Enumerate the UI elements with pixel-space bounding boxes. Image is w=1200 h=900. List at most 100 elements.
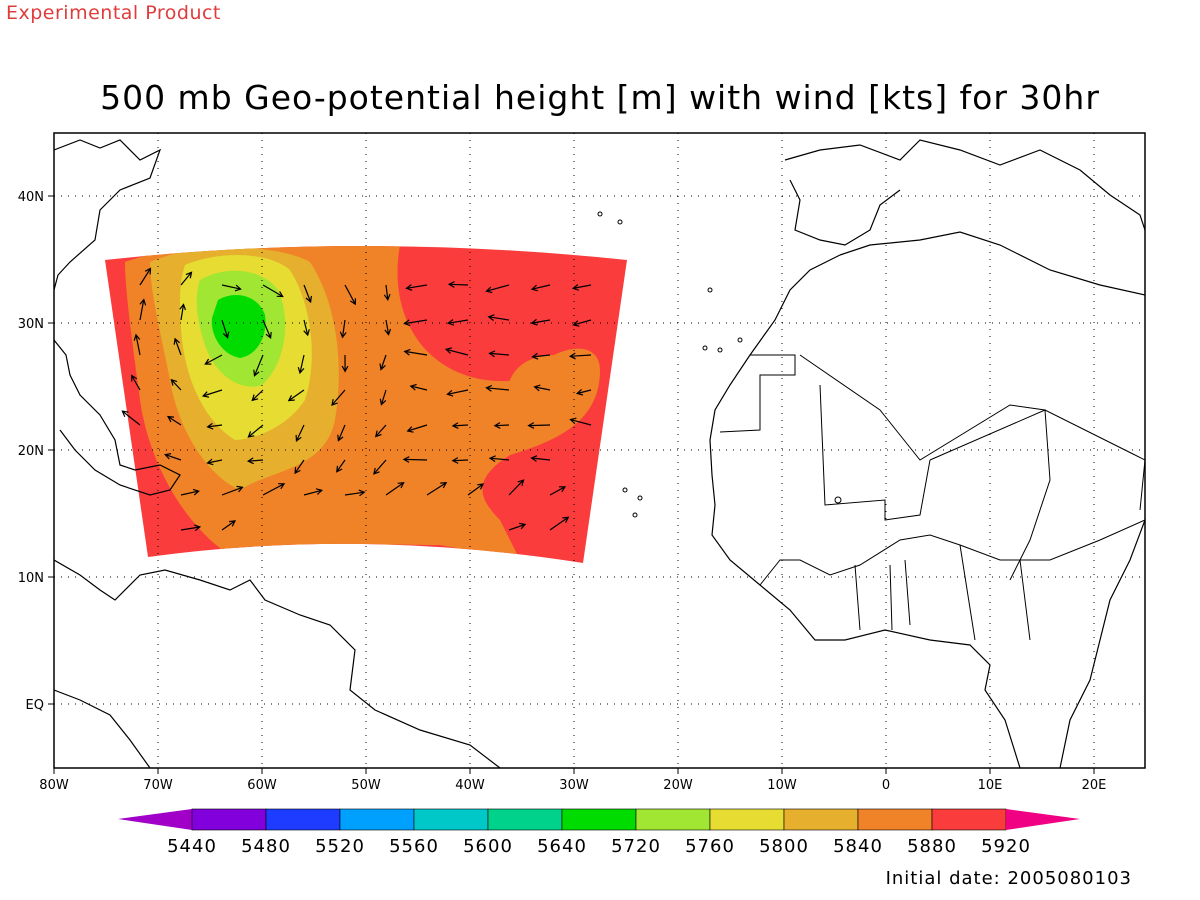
wind-arrow (487, 314, 510, 321)
wind-arrow (374, 424, 387, 438)
wind-arrow (384, 319, 392, 336)
canary-island (737, 337, 743, 343)
wind-arrow (530, 318, 551, 326)
wind-arrow (179, 303, 187, 321)
colorbar-segments (191, 808, 1007, 831)
contour-5840-lobe (509, 355, 579, 420)
border-coastal-states (854, 544, 1031, 641)
cape-verde-island (637, 495, 643, 501)
wind-arrow (221, 485, 244, 496)
wind-arrow (568, 352, 592, 360)
wind-arrow (303, 284, 312, 304)
wind-arrow (530, 284, 551, 292)
colorbar-segment (857, 808, 933, 831)
islands (597, 211, 842, 518)
lon-labels: 80W 70W 60W 50W 40W 30W 20W 10W 0 10E 20… (39, 778, 1106, 793)
wind-arrow (446, 389, 469, 397)
border-mali (819, 384, 931, 521)
colorbar-label: 5560 (389, 836, 439, 857)
wind-arrow (467, 483, 485, 496)
wind-arrow (447, 281, 469, 288)
lon-label: 10W (767, 778, 797, 793)
country-borders (719, 354, 1145, 641)
wind-arrow (262, 483, 286, 496)
lon-axis (53, 768, 1095, 774)
wind-arrow (508, 522, 527, 531)
south-america-coast (54, 689, 151, 768)
azores-island (617, 219, 623, 225)
wind-arrow (571, 284, 592, 291)
lat-label: 10N (18, 571, 44, 586)
colorbar-label: 5800 (759, 836, 809, 857)
wind-arrow (221, 284, 242, 292)
coastlines (54, 139, 1145, 768)
colorbar-label: 5440 (167, 836, 217, 857)
wind-arrow (531, 352, 551, 360)
colorbar-label: 5600 (463, 836, 513, 857)
colorbar-segment (339, 808, 415, 831)
colorbar-segment (191, 808, 267, 831)
colorbar-segment (931, 808, 1007, 831)
wind-arrow (206, 458, 223, 466)
colorbar-label: 5920 (981, 836, 1031, 857)
canary-island (717, 347, 723, 353)
wind-arrow (206, 422, 223, 430)
north-america-coast (54, 139, 162, 291)
lon-label: 30W (559, 778, 589, 793)
west-africa-coast (709, 254, 1021, 768)
wind-arrow (344, 489, 366, 497)
wind-arrow (262, 284, 284, 298)
colorbar-label: 5840 (833, 836, 883, 857)
wind-arrow (170, 378, 182, 391)
wind-arrow (406, 424, 428, 433)
lon-label: 70W (143, 778, 173, 793)
wind-arrow (451, 422, 469, 429)
colorbar-label: 5640 (537, 836, 587, 857)
colorbar-segment (783, 808, 859, 831)
florida-coast (54, 339, 181, 496)
wind-arrow (336, 459, 346, 473)
lat-label: 30N (18, 317, 44, 332)
wind-arrow (204, 354, 223, 365)
wind-arrow (575, 388, 592, 396)
wind-arrow (339, 319, 347, 339)
wind-arrow (383, 284, 391, 301)
wind-arrow (221, 520, 237, 531)
wind-arrow (403, 319, 428, 327)
wind-arrow (303, 488, 324, 496)
wind-arrow (121, 410, 141, 426)
wind-arrow (403, 348, 428, 356)
wind-arrow (530, 455, 551, 462)
colorbar-segment (265, 808, 341, 831)
wind-arrow (508, 479, 525, 496)
lat-labels: 40N 30N 20N 10N EQ (18, 190, 44, 713)
wind-arrow (402, 456, 428, 463)
lon-label: 0 (882, 778, 890, 793)
europe-coast (784, 139, 1145, 231)
contour-5640 (211, 295, 266, 358)
colorbar-label: 5480 (241, 836, 291, 857)
wind-arrow (303, 319, 310, 337)
colorbar-max-triangle (1006, 809, 1080, 830)
lat-label: EQ (26, 698, 44, 713)
border-gulf (759, 519, 1145, 586)
colorbar-min-triangle (118, 809, 192, 830)
wind-arrow (485, 284, 510, 294)
wind-arrow (139, 298, 147, 321)
wind-arrow (379, 354, 387, 371)
wind-arrow (180, 488, 200, 496)
experimental-product-label: Experimental Product (6, 2, 221, 24)
wind-arrow (180, 271, 193, 286)
wind-arrow (294, 459, 305, 475)
wind-arrow (549, 486, 567, 496)
colorbar: 5440 5480 5520 5560 5600 5640 5720 5760 … (118, 808, 1080, 857)
colorbar-label: 5520 (315, 836, 365, 857)
wind-arrow (373, 459, 387, 475)
lon-label: 20E (1082, 778, 1107, 793)
lat-label: 40N (18, 190, 44, 205)
wind-arrow (246, 457, 264, 465)
colorbar-label: 5720 (611, 836, 661, 857)
lake-chad (834, 496, 842, 504)
wind-arrow (549, 516, 570, 531)
plot-area (53, 132, 1146, 769)
